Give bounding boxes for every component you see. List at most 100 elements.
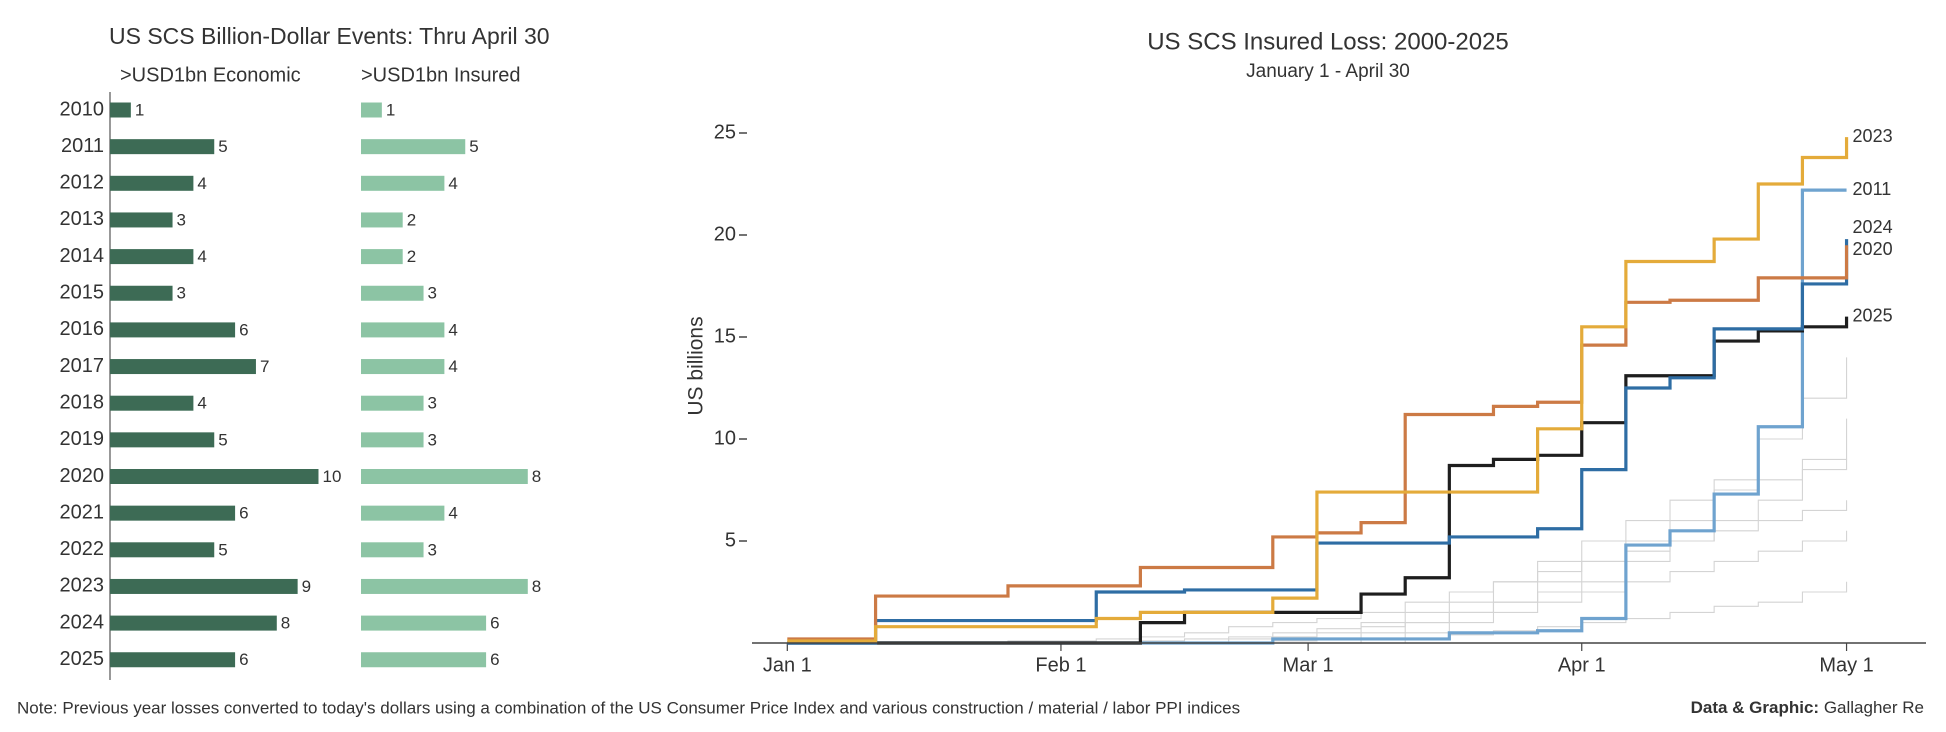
chart-title: US SCS Billion-Dollar Events: Thru April… [109,23,550,49]
bar [110,469,319,484]
source-name: Gallagher Re [1824,698,1924,717]
value-label: 5 [469,137,478,156]
background-line [787,459,1848,644]
value-label: 4 [197,394,206,413]
value-label: 4 [448,320,457,339]
value-label: 4 [197,174,206,193]
x-tick-label: Apr 1 [1558,654,1606,676]
value-label: 5 [218,137,227,156]
panel-label: >USD1bn Insured [361,64,521,86]
chart-subtitle: January 1 - April 30 [1246,61,1410,82]
value-label: 2 [407,210,416,229]
value-label: 2 [407,247,416,266]
y-tick-label: 15 [714,325,736,347]
value-label: 6 [490,650,499,669]
bar [110,652,236,668]
y-tick-label: 2022 [60,538,105,560]
value-label: 1 [386,100,395,119]
value-label: 7 [260,357,269,376]
bar [361,615,487,631]
y-tick-label: 2016 [60,318,105,340]
legend-label: 2025 [1853,305,1893,325]
y-tick-label: 2025 [60,648,105,670]
source: Data & Graphic: Gallagher Re [1691,698,1924,717]
x-tick-label: May 1 [1819,654,1873,676]
legend-label: 2011 [1853,179,1892,199]
bar [110,615,277,631]
bar [110,505,236,521]
y-tick-label: 20 [714,223,736,245]
chart-title: US SCS Insured Loss: 2000-2025 [1147,28,1509,55]
y-tick-label: 2012 [60,172,105,194]
value-label: 3 [177,210,186,229]
y-tick-label: 2013 [60,208,105,230]
bar [110,395,194,411]
bar [361,139,466,155]
bar [361,578,528,594]
value-label: 6 [239,650,248,669]
bar [361,359,445,375]
bar [110,139,215,155]
value-label: 5 [218,430,227,449]
y-tick-label: 2021 [60,501,105,523]
value-label: 3 [177,284,186,303]
bar [361,249,403,265]
value-label: 1 [135,100,144,119]
value-label: 3 [428,540,437,559]
value-label: 6 [490,614,499,633]
value-label: 4 [197,247,206,266]
x-tick-label: Jan 1 [763,654,812,676]
bar [361,322,445,338]
value-label: 8 [532,467,541,486]
y-tick-label: 2014 [60,245,105,267]
bar [110,212,173,228]
bar [110,249,194,265]
x-tick-label: Mar 1 [1283,654,1334,676]
series-line [787,245,1849,641]
bar [361,212,403,228]
bar [110,359,256,375]
panel-label: >USD1bn Economic [120,64,301,86]
y-tick-label: 2010 [60,98,105,120]
bar [361,175,445,191]
value-label: 10 [322,467,341,486]
legend-label: 2020 [1853,239,1893,259]
y-tick-label: 25 [714,121,736,143]
y-tick-label: 2020 [60,465,105,487]
bar [361,469,528,484]
value-label: 3 [428,284,437,303]
bar [361,505,445,521]
bar [361,395,424,411]
y-tick-label: 5 [725,529,736,551]
legend-label: 2023 [1853,126,1893,146]
bar [110,175,194,191]
bar [361,652,487,668]
value-label: 3 [428,394,437,413]
series-line [787,239,1849,645]
y-tick-label: 10 [714,427,736,449]
value-label: 5 [218,540,227,559]
x-tick-label: Feb 1 [1035,654,1086,676]
y-tick-label: 2018 [60,391,105,413]
y-tick-label: 2024 [60,611,105,633]
value-label: 9 [302,577,311,596]
value-label: 4 [448,357,457,376]
bar [110,322,236,338]
bar [110,285,173,301]
bar [361,542,424,558]
value-label: 6 [239,504,248,523]
bar [361,285,424,301]
y-tick-label: 2017 [60,355,105,377]
bar [110,102,131,118]
bar [110,542,215,558]
value-label: 6 [239,320,248,339]
footnote: Note: Previous year losses converted to … [17,698,1240,717]
value-label: 4 [448,504,457,523]
bar [110,578,298,594]
source-label: Data & Graphic: [1691,698,1819,717]
y-axis-label: US billions [685,316,708,415]
value-label: 8 [281,614,290,633]
y-tick-label: 2011 [61,135,104,157]
y-tick-label: 2023 [60,575,105,597]
